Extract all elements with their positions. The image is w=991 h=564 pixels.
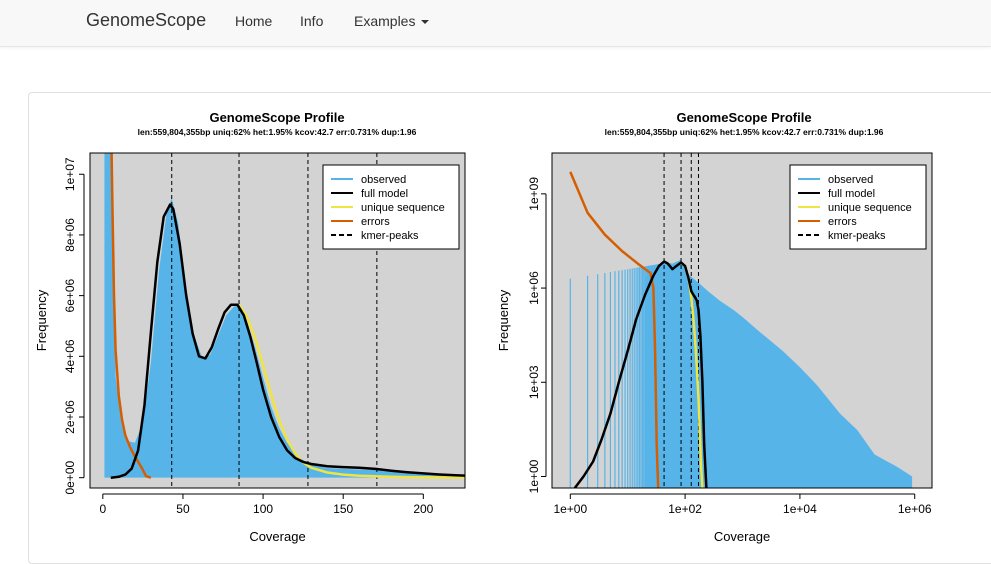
chart-legend: observed full model unique sequence errors k… [789,164,927,250]
y-tick-label: 1e+06 [527,271,541,305]
observed-histogram [104,153,465,478]
y-tick-label: 4e+06 [63,339,77,373]
brand-link[interactable]: GenomeScope [86,10,207,30]
x-axis-label: Coverage [714,529,770,544]
y-tick-label: 8e+06 [63,218,77,252]
plot-frame [89,152,466,489]
chart-legend: observed full model unique sequence errors k… [322,164,460,250]
y-tick-label: 6e+06 [63,278,77,312]
observed-histogram [644,259,913,488]
y-tick-label: 1e+09 [527,177,541,211]
nav-info-link[interactable]: Info [300,13,324,29]
legend-item: kmer-peaks [828,230,886,242]
chart-2: GenomeScope Profile len:559,804,355bp uni… [496,110,933,544]
legend-item: full model [361,188,408,200]
chart-subtitle: len:559,804,355bp uniq:62% het:1.95% kco… [605,127,884,137]
legend-item: observed [828,174,873,186]
legend-item: unique sequence [361,202,445,214]
x-axis-label: Coverage [249,529,305,544]
legend-item: errors [361,216,390,228]
navbar: GenomeScope Home Info Examples [0,0,991,47]
plot-area [569,153,913,488]
full-model-line [110,203,465,479]
full-model-line [573,260,708,488]
y-tick-label: 1e+07 [63,157,77,191]
genomescope-plots: GenomeScope Profile len:559,804,355bp uni… [34,110,933,544]
unique-sequence-line [237,304,465,479]
x-tick-label: 1e+06 [898,502,932,516]
y-axis-label: Frequency [496,289,511,351]
x-tick-label: 1e+02 [668,502,702,516]
y-tick-label: 1e+03 [527,365,541,399]
chart-title: GenomeScope Profile [209,110,344,125]
nav-examples-dropdown[interactable]: Examples [354,13,430,29]
x-tick-label: 200 [413,502,433,516]
y-tick-label: 0e+00 [63,461,77,495]
legend-item: observed [361,174,406,186]
chevron-down-icon [421,20,430,25]
legend-item: errors [828,216,857,228]
y-tick-label: 2e+06 [63,400,77,434]
legend-item: kmer-peaks [361,230,419,242]
legend-item: full model [828,188,875,200]
x-tick-label: 50 [176,502,190,516]
plot-frame [551,152,933,489]
chart-1: GenomeScope Profile len:559,804,355bp uni… [34,110,466,544]
x-tick-label: 150 [333,502,353,516]
x-tick-label: 100 [253,502,273,516]
chart-title: GenomeScope Profile [676,110,811,125]
legend-item: unique sequence [828,202,912,214]
x-tick-label: 1e+00 [553,502,587,516]
errors-line [110,153,152,479]
nav-home-link[interactable]: Home [235,13,273,29]
x-tick-label: 1e+04 [783,502,817,516]
chart-subtitle: len:559,804,355bp uniq:62% het:1.95% kco… [138,127,417,137]
plot-area [104,153,465,488]
y-tick-label: 1e+00 [527,459,541,493]
errors-line [569,171,660,488]
nav-examples-label: Examples [354,13,416,29]
x-tick-label: 0 [99,502,106,516]
y-axis-label: Frequency [34,289,49,351]
